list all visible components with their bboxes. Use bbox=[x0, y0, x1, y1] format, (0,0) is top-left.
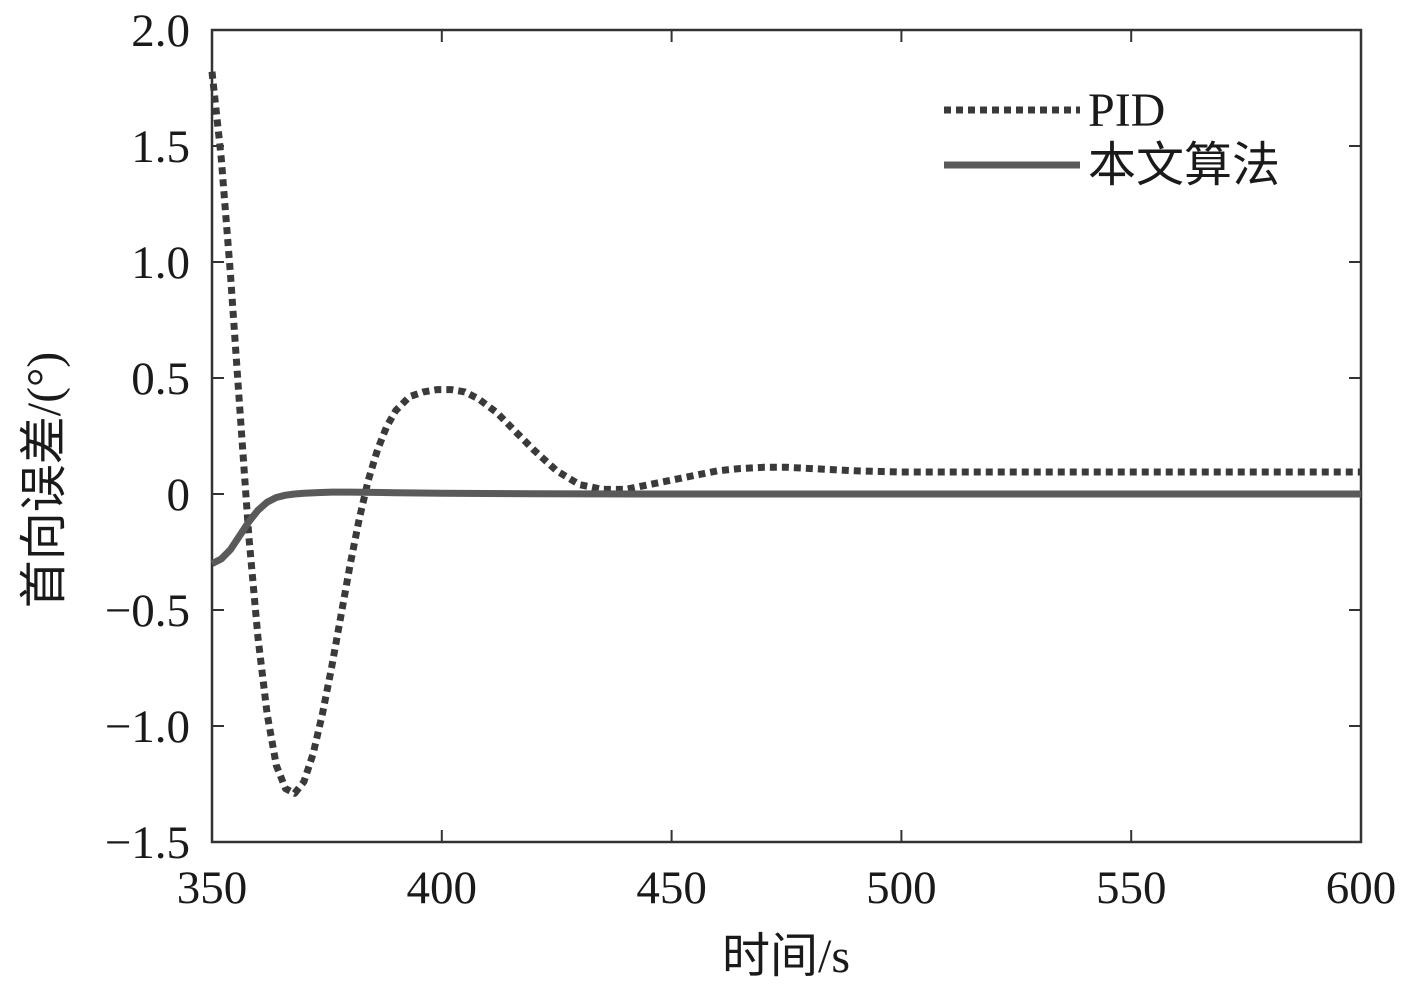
y-tick-label: 0 bbox=[167, 469, 191, 521]
x-axis-title: 时间/s bbox=[722, 930, 850, 983]
legend-label: PID bbox=[1088, 84, 1165, 137]
x-tick-label: 500 bbox=[866, 862, 937, 914]
x-tick-label: 350 bbox=[177, 862, 248, 914]
y-tick-label: 1.0 bbox=[131, 237, 190, 289]
y-axis-title: 首向误差/(°) bbox=[18, 352, 71, 609]
plot-area-frame bbox=[210, 28, 1363, 844]
y-tick-label: 0.5 bbox=[131, 353, 190, 405]
series-line-proposed bbox=[210, 488, 1361, 567]
y-tick-label: −1.5 bbox=[105, 817, 190, 869]
y-tick-label: 1.5 bbox=[131, 121, 190, 173]
y-tick-label: −1.0 bbox=[105, 701, 190, 753]
x-tick-label: 550 bbox=[1096, 862, 1167, 914]
series-line-pid bbox=[208, 71, 1361, 797]
y-tick-label: −0.5 bbox=[105, 585, 190, 637]
x-tick-label: 450 bbox=[636, 862, 707, 914]
series-lines bbox=[208, 71, 1361, 797]
tick-labels: 350 400 450 500 550 600 −1.5 −1.0 −0.5 0 0.5 1.0 1.5… bbox=[105, 5, 1397, 914]
x-tick-label: 400 bbox=[407, 862, 478, 914]
legend-label: 本文算法 bbox=[1088, 139, 1280, 192]
x-tick-label: 600 bbox=[1326, 862, 1397, 914]
y-tick-label: 2.0 bbox=[131, 5, 190, 57]
